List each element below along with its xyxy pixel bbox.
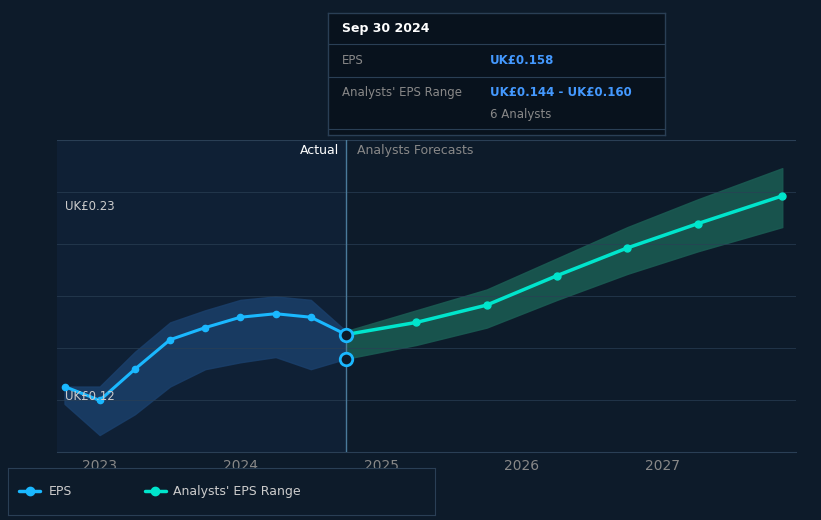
Text: UK£0.158: UK£0.158 bbox=[490, 54, 554, 67]
Text: Analysts' EPS Range: Analysts' EPS Range bbox=[172, 485, 300, 498]
Text: EPS: EPS bbox=[342, 54, 364, 67]
Bar bbox=[57, 140, 346, 452]
Text: UK£0.23: UK£0.23 bbox=[65, 200, 114, 213]
Text: Actual: Actual bbox=[300, 144, 339, 157]
Text: Sep 30 2024: Sep 30 2024 bbox=[342, 22, 429, 35]
Text: UK£0.144 - UK£0.160: UK£0.144 - UK£0.160 bbox=[490, 86, 631, 99]
Text: Analysts Forecasts: Analysts Forecasts bbox=[357, 144, 474, 157]
Text: UK£0.12: UK£0.12 bbox=[65, 391, 114, 404]
Text: 6 Analysts: 6 Analysts bbox=[490, 108, 552, 121]
Text: Analysts' EPS Range: Analysts' EPS Range bbox=[342, 86, 462, 99]
Text: EPS: EPS bbox=[48, 485, 72, 498]
